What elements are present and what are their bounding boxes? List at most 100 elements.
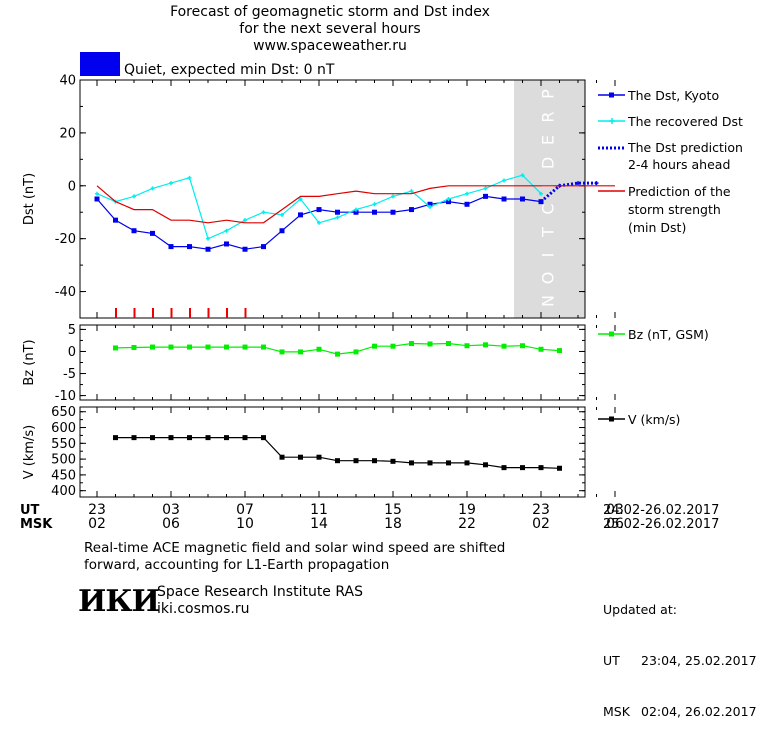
- data-point: [427, 201, 433, 207]
- data-point: [298, 454, 303, 460]
- data-point: [409, 207, 414, 213]
- status-text: Quiet, expected min Dst: 0 nT: [124, 62, 335, 78]
- y-axis-label: V (km/s): [22, 425, 37, 480]
- x-axis-ut-label: UT: [20, 503, 40, 518]
- y-tick-label: 20: [59, 126, 76, 141]
- note-line1: Real-time ACE magnetic field and solar w…: [84, 540, 506, 556]
- panel-frame: [79, 406, 586, 498]
- series-line: [96, 185, 615, 224]
- data-point: [539, 199, 543, 204]
- data-point: [150, 230, 155, 236]
- data-point: [502, 178, 506, 183]
- data-point: [298, 349, 303, 355]
- chart-title-line1: Forecast of geomagnetic storm and Dst in…: [170, 4, 490, 20]
- data-point: [483, 186, 488, 191]
- series-line: [115, 437, 560, 469]
- x-tick-label-ut: 03: [606, 502, 624, 518]
- y-axis-label: Dst (nT): [22, 173, 37, 225]
- y-axis-label: Bz (nT): [22, 339, 37, 385]
- note-line2: forward, accounting for L1-Earth propaga…: [84, 557, 390, 573]
- data-point: [353, 458, 359, 464]
- prediction-label-letter: E: [539, 135, 558, 145]
- org-site[interactable]: iki.cosmos.ru: [157, 601, 250, 617]
- data-point: [483, 462, 488, 468]
- y-tick-label: 450: [51, 468, 76, 483]
- y-tick-label: 550: [51, 437, 76, 452]
- data-point: [372, 202, 377, 207]
- data-point: [261, 435, 266, 441]
- legend-recovered-marker: [609, 118, 615, 124]
- data-point: [224, 228, 229, 233]
- data-point: [168, 344, 174, 350]
- data-point: [316, 207, 322, 213]
- data-point: [279, 228, 285, 234]
- prediction-label-letter: I: [539, 253, 558, 258]
- data-point: [298, 197, 303, 201]
- data-point: [501, 465, 507, 471]
- data-point: [335, 458, 340, 464]
- data-point: [169, 181, 173, 186]
- data-point: [113, 345, 118, 351]
- data-point: [539, 191, 543, 196]
- data-point: [354, 207, 358, 212]
- legend-recovered-label: The recovered Dst: [627, 114, 743, 129]
- data-point: [446, 197, 451, 201]
- y-tick-label: 650: [51, 405, 76, 420]
- x-tick-label-msk: 14: [310, 516, 328, 532]
- data-point: [187, 244, 192, 250]
- data-point: [168, 435, 174, 441]
- legend-bz-marker: [609, 331, 614, 337]
- data-point: [187, 344, 192, 350]
- legend-v-label: V (km/s): [628, 412, 680, 427]
- data-point: [224, 435, 229, 441]
- y-tick-label: -5: [63, 367, 76, 382]
- panel-frame: [79, 79, 586, 319]
- data-point: [576, 181, 580, 186]
- y-tick-label: -10: [55, 389, 76, 404]
- legend-bz-label: Bz (nT, GSM): [628, 327, 709, 342]
- data-point: [316, 454, 322, 460]
- data-point: [538, 346, 544, 352]
- data-point: [113, 435, 118, 441]
- series-line: [96, 174, 542, 240]
- data-point: [428, 204, 432, 209]
- data-point: [224, 241, 229, 247]
- data-point: [390, 343, 396, 349]
- data-point: [390, 209, 396, 215]
- data-point: [501, 343, 507, 349]
- y-tick-label: -20: [55, 232, 76, 247]
- updated-label: Updated at:: [603, 602, 677, 617]
- data-point: [150, 186, 155, 191]
- y-tick-label: 500: [51, 453, 76, 468]
- legend-prediction-label: The Dst prediction: [627, 140, 743, 155]
- data-point: [298, 212, 303, 218]
- data-point: [335, 209, 340, 215]
- updated-msk-time: 02:04, 26.02.2017: [641, 704, 757, 719]
- prediction-label-letter: O: [539, 272, 558, 285]
- x-tick-label-ut: 11: [310, 502, 328, 518]
- x-tick-label-msk: 18: [384, 516, 402, 532]
- data-point: [261, 344, 266, 350]
- x-tick-label-ut: 19: [458, 502, 476, 518]
- x-tick-label-ut: 07: [236, 502, 254, 518]
- x-axis-msk-range: 25.02-26.02.2017: [603, 517, 719, 532]
- prediction-label-letter: D: [539, 157, 558, 169]
- data-point: [187, 175, 192, 180]
- updated-ut-time: 23:04, 25.02.2017: [641, 653, 757, 668]
- data-point: [317, 220, 321, 225]
- x-tick-label-msk: 06: [606, 516, 624, 532]
- data-point: [242, 246, 248, 252]
- data-point: [391, 194, 395, 199]
- x-tick-label-ut: 23: [88, 502, 106, 518]
- data-point: [520, 343, 525, 349]
- data-point: [94, 196, 100, 202]
- data-point: [372, 343, 377, 349]
- series-line: [540, 181, 597, 203]
- x-tick-label-msk: 02: [88, 516, 106, 532]
- data-point: [483, 193, 488, 199]
- data-point: [131, 345, 137, 350]
- prediction-label-letter: R: [539, 111, 558, 122]
- data-point: [131, 228, 137, 234]
- legend-v-marker: [609, 416, 614, 422]
- data-point: [243, 218, 247, 223]
